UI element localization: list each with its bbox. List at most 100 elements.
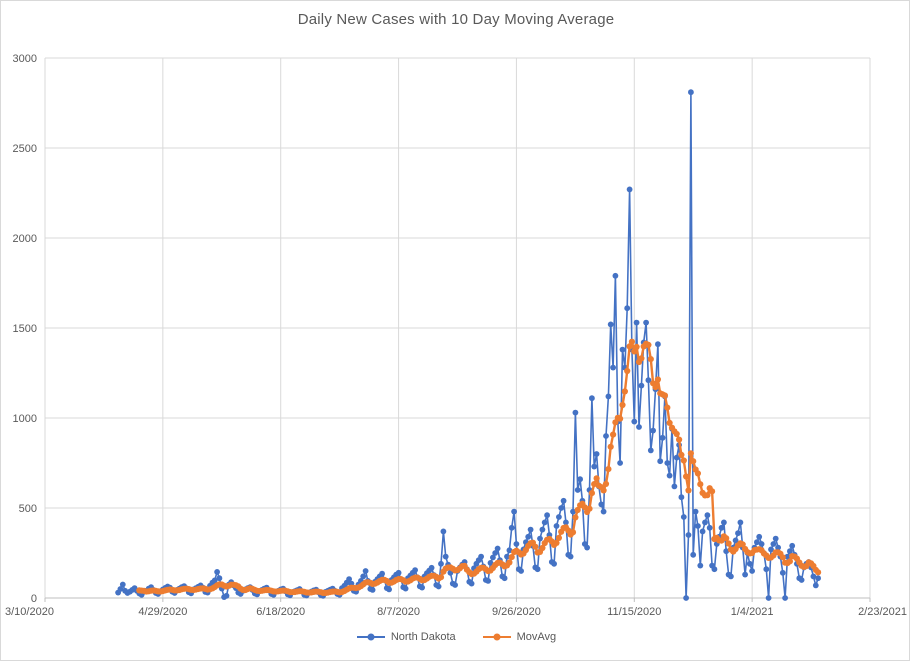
movavg-marker — [647, 356, 654, 363]
north-dakota-marker — [645, 377, 652, 384]
movavg-marker — [709, 488, 716, 495]
movavg-marker — [621, 388, 629, 395]
movavg-marker — [673, 430, 680, 438]
movavg-marker — [687, 450, 695, 457]
movavg-marker — [602, 480, 610, 487]
chart-legend: North Dakota MovAvg — [1, 631, 909, 643]
legend-item-movavg: MovAvg — [482, 631, 557, 643]
north-dakota-marker — [718, 524, 725, 531]
y-tick-label: 3000 — [13, 53, 37, 65]
legend-item-north-dakota: North Dakota — [356, 631, 456, 643]
movavg-marker — [678, 451, 685, 458]
movavg-marker — [645, 341, 652, 348]
north-dakota-marker — [732, 537, 739, 544]
north-dakota-marker — [558, 505, 565, 511]
movavg-marker — [704, 492, 711, 499]
movavg-marker — [581, 504, 588, 511]
north-dakota-marker — [504, 553, 510, 560]
north-dakota-marker — [556, 514, 562, 520]
north-dakota-marker — [626, 186, 633, 193]
north-dakota-marker — [624, 305, 631, 312]
north-dakota-marker — [593, 451, 600, 457]
north-dakota-marker — [633, 319, 640, 326]
chart-title: Daily New Cases with 10 Day Moving Avera… — [297, 11, 615, 28]
north-dakota-marker — [600, 508, 607, 515]
north-dakota-marker — [680, 514, 687, 520]
y-tick-label: 2000 — [13, 233, 37, 245]
movavg-marker — [676, 436, 683, 443]
north-dakota-marker — [211, 577, 218, 584]
movavg-marker — [586, 505, 593, 512]
north-dakota-marker — [758, 541, 765, 547]
north-dakota-marker — [711, 566, 718, 573]
north-dakota-marker — [798, 577, 805, 583]
north-dakota-marker — [574, 487, 581, 493]
north-dakota-marker — [452, 582, 458, 588]
movavg-marker — [694, 470, 702, 477]
north-dakota-marker — [688, 89, 694, 96]
movavg-marker — [685, 487, 692, 494]
movavg-marker — [739, 541, 746, 548]
north-dakota-marker — [664, 460, 671, 466]
movavg-marker — [723, 535, 730, 542]
series-movavg — [136, 338, 822, 597]
north-dakota-marker — [815, 575, 821, 582]
north-dakota-marker — [487, 560, 494, 566]
movavg-marker — [539, 544, 546, 552]
north-dakota-marker — [685, 532, 692, 538]
movavg-marker — [697, 481, 704, 488]
movavg-marker — [619, 401, 626, 409]
movavg-marker — [652, 384, 659, 391]
north-dakota-marker — [607, 321, 614, 328]
movavg-marker — [607, 443, 614, 450]
movavg-marker — [593, 475, 600, 482]
north-dakota-marker — [563, 519, 569, 526]
movavg-marker — [815, 569, 822, 576]
north-dakota-marker — [570, 508, 576, 515]
movavg-marker — [624, 367, 631, 375]
movavg-marker — [605, 466, 612, 473]
north-dakota-marker — [754, 539, 760, 546]
north-dakota-marker — [699, 528, 706, 535]
north-dakota-marker — [518, 568, 524, 574]
north-dakota-marker — [655, 341, 661, 348]
north-dakota-line-marker-icon — [356, 633, 385, 641]
north-dakota-marker — [690, 551, 697, 558]
north-dakota-marker — [506, 547, 513, 554]
north-dakota-marker — [553, 523, 560, 529]
movavg-marker — [532, 543, 539, 550]
north-dakota-marker — [501, 575, 508, 582]
north-dakota-marker — [749, 568, 755, 574]
north-dakota-marker — [360, 573, 367, 580]
north-dakota-marker — [513, 541, 520, 547]
north-dakota-marker — [704, 512, 711, 519]
north-dakota-marker — [673, 454, 680, 461]
x-tick-label: 6/18/2020 — [256, 606, 305, 618]
movavg-marker — [555, 534, 563, 542]
x-tick-label: 1/4/2021 — [731, 606, 774, 618]
movavg-marker — [626, 343, 633, 350]
movavg-marker — [506, 559, 513, 566]
north-dakota-marker — [468, 580, 475, 587]
north-dakota-marker — [763, 566, 770, 573]
north-dakota-marker — [438, 560, 444, 567]
north-dakota-marker — [369, 587, 376, 593]
north-dakota-marker — [605, 393, 612, 400]
north-dakota-marker — [721, 519, 727, 526]
north-dakota-marker — [706, 524, 713, 531]
north-dakota-marker — [643, 319, 649, 326]
north-dakota-marker — [772, 535, 779, 542]
x-axis — [44, 597, 871, 602]
north-dakota-marker — [782, 595, 788, 601]
legend-label-movavg: MovAvg — [516, 631, 557, 643]
north-dakota-marker — [631, 418, 638, 425]
x-tick-label: 4/29/2020 — [138, 606, 187, 618]
north-dakota-marker — [537, 535, 543, 542]
movavg-marker — [786, 558, 794, 565]
movavg-marker — [664, 404, 671, 411]
movavg-marker — [572, 514, 579, 521]
movavg-marker — [600, 487, 607, 494]
north-dakota-marker — [539, 526, 546, 533]
movavg-line-marker-icon — [482, 633, 511, 641]
